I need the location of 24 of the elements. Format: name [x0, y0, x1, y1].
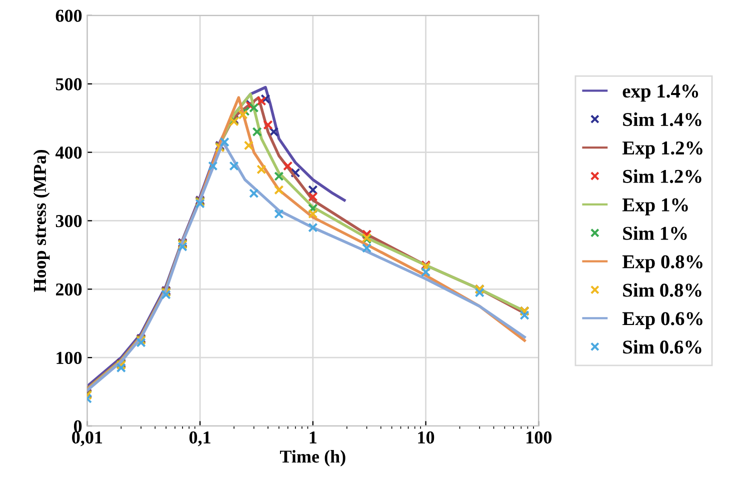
legend-label: Sim 1% [623, 226, 687, 240]
legend-label: Sim 0.8% [623, 283, 702, 297]
legend-label: Sim 1.4% [623, 112, 702, 126]
x-tick-label: 0,01 [72, 431, 102, 446]
legend-label: exp 1.4% [622, 84, 698, 102]
x-tick-label: 10 [418, 431, 434, 444]
y-tick-label: 600 [56, 10, 82, 22]
y-tick-label: 200 [56, 283, 82, 296]
y-tick-label: 500 [56, 78, 82, 90]
x-axis-title: Time (h) [280, 450, 346, 466]
legend-label: Sim 1.2% [623, 169, 702, 184]
y-tick-label: 300 [56, 214, 82, 228]
legend-label: Exp 1% [622, 198, 688, 216]
legend-label: Exp 0.6% [622, 312, 702, 330]
y-axis-title: Hoop stress (MPa) [33, 150, 50, 292]
x-tick-label: 0,1 [189, 431, 210, 446]
legend-label: Exp 1.2% [622, 141, 702, 158]
y-tick-label: 100 [56, 352, 82, 364]
legend-label: Sim 0.6% [623, 340, 702, 354]
x-tick-label: 100 [526, 431, 552, 444]
legend-label: Exp 0.8% [622, 255, 702, 272]
y-tick-label: 0 [74, 420, 82, 432]
y-tick-label: 400 [55, 146, 82, 159]
x-tick-label: 1 [310, 431, 316, 444]
